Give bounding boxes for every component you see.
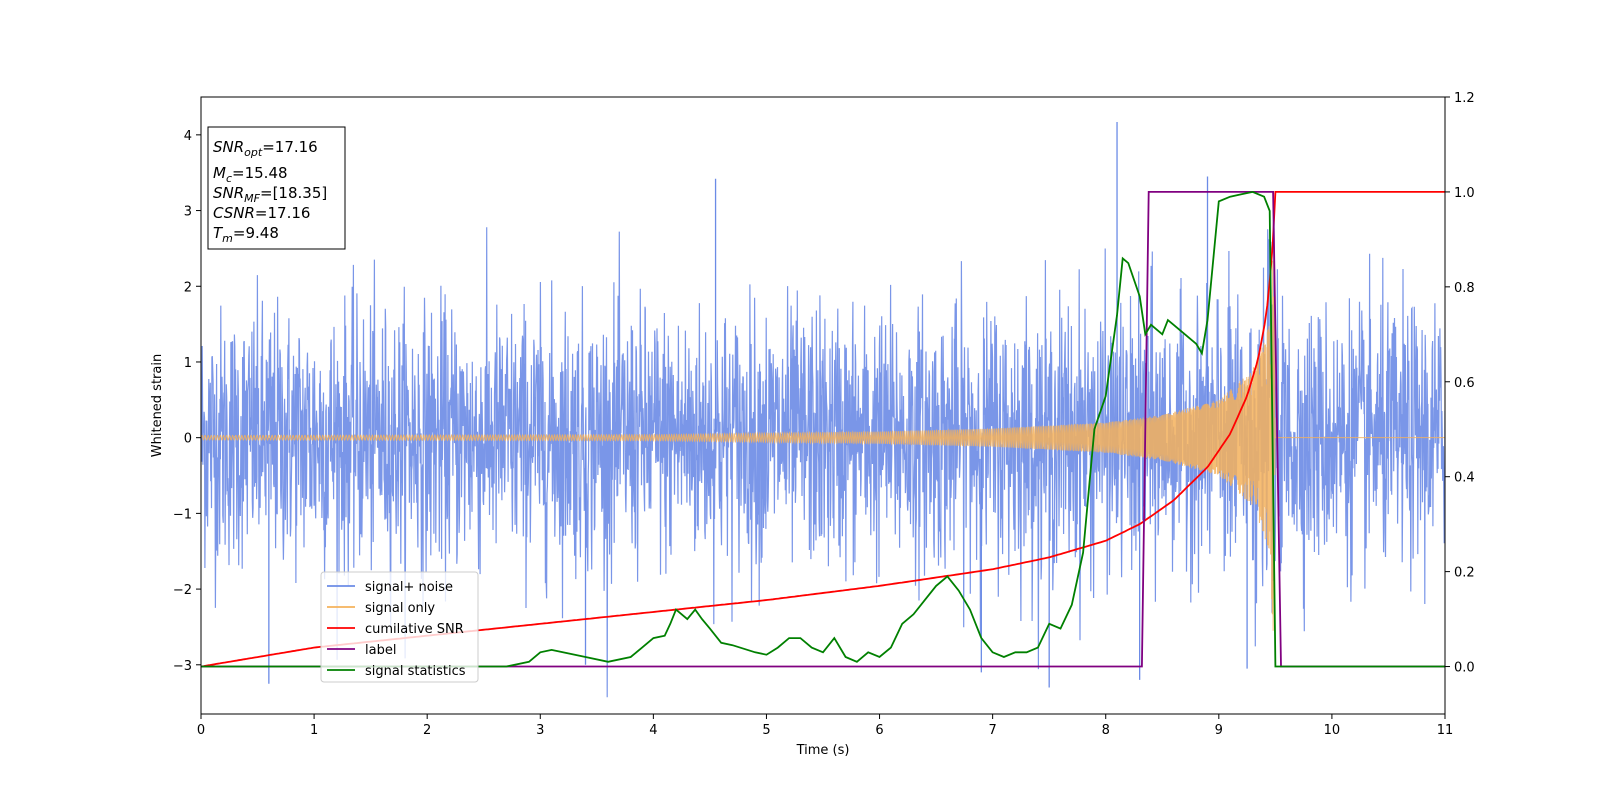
x-tick-label: 0 xyxy=(197,723,205,738)
y-left-tick-label: 2 xyxy=(184,280,192,295)
x-tick-label: 10 xyxy=(1324,723,1341,738)
y-right-tick-label: 0.2 xyxy=(1454,566,1475,581)
x-tick-label: 2 xyxy=(423,723,431,738)
info-snr-mf: SNRMF=[18.35] xyxy=(213,184,327,205)
y-right-tick-label: 0.6 xyxy=(1454,376,1475,391)
legend-box xyxy=(320,571,479,683)
x-tick-label: 9 xyxy=(1215,723,1223,738)
y-left-tick-label: 4 xyxy=(184,129,192,144)
x-tick-label: 11 xyxy=(1437,723,1454,738)
legend-label: label xyxy=(365,643,396,658)
y-right-tick-label: 0.8 xyxy=(1454,281,1475,296)
x-tick-label: 5 xyxy=(762,723,770,738)
y-right-tick-label: 0.4 xyxy=(1454,471,1475,486)
axes-frame xyxy=(200,96,1446,715)
y-right-tick-label: 1.0 xyxy=(1454,186,1475,201)
x-tick-label: 3 xyxy=(536,723,544,738)
x-tick-label: 7 xyxy=(988,723,996,738)
series-signal-only xyxy=(201,260,1445,631)
y-left-tick-label: −2 xyxy=(173,583,192,598)
y-left-tick-label: −1 xyxy=(173,507,192,522)
y-left-tick-label: 3 xyxy=(184,205,192,220)
y-right-tick-label: 1.2 xyxy=(1454,91,1475,106)
info-box: SNRopt=17.16 Mc=15.48 SNRMF=[18.35] CSNR… xyxy=(207,126,346,250)
legend-label: signal statistics xyxy=(365,664,466,679)
legend: signal+ noise signal only cumilative SNR la… xyxy=(320,571,479,683)
legend-label: cumilative SNR xyxy=(365,622,464,637)
axes: 0 1 2 3 4 5 6 7 8 9 10 11 −3 −2 −1 0 1 2 3 4 0.0 0.2 0.4 0.6 0.8… xyxy=(150,91,1475,758)
series-signal-noise xyxy=(201,204,1445,698)
y-axis-label: Whitened strain xyxy=(150,354,165,457)
series-signal-statistics xyxy=(201,190,1445,668)
y-left-tick-label: −3 xyxy=(173,659,192,674)
x-tick-label: 8 xyxy=(1102,723,1110,738)
x-axis-label: Time (s) xyxy=(796,743,850,758)
info-mc: Mc=15.48 xyxy=(213,164,288,185)
y-left-tick-label: 0 xyxy=(184,432,192,447)
legend-label: signal only xyxy=(365,601,435,616)
y-right-tick-label: 0.0 xyxy=(1454,661,1475,676)
x-tick-label: 1 xyxy=(310,723,318,738)
info-csnr: CSNR=17.16 xyxy=(213,204,310,222)
x-tick-label: 6 xyxy=(875,723,883,738)
info-snr-opt: SNRopt=17.16 xyxy=(213,138,318,159)
legend-label: signal+ noise xyxy=(365,580,453,595)
x-tick-label: 4 xyxy=(649,723,657,738)
info-tm: Tm=9.48 xyxy=(213,224,279,245)
y-left-tick-label: 1 xyxy=(184,356,192,371)
